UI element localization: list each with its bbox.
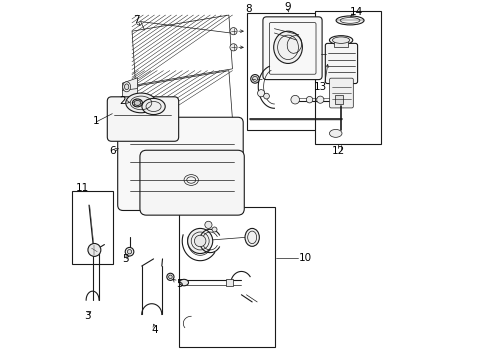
Bar [247, 13, 343, 130]
Text: 4: 4 [151, 325, 158, 335]
Text: 3: 3 [85, 311, 91, 321]
Circle shape [125, 247, 134, 256]
Text: 10: 10 [299, 253, 312, 263]
Bar [72, 191, 113, 264]
Bar [334, 39, 348, 47]
Ellipse shape [126, 93, 156, 113]
Polygon shape [132, 71, 232, 135]
Text: 6: 6 [109, 145, 116, 156]
Ellipse shape [333, 37, 350, 43]
Bar [226, 279, 233, 286]
Ellipse shape [245, 228, 259, 246]
Text: 11: 11 [76, 183, 89, 193]
FancyBboxPatch shape [118, 117, 243, 211]
Circle shape [258, 90, 265, 97]
Circle shape [306, 96, 313, 103]
Ellipse shape [124, 84, 129, 90]
Circle shape [230, 28, 237, 35]
Bar [179, 207, 275, 347]
Circle shape [317, 96, 324, 103]
Text: 12: 12 [332, 146, 345, 156]
Ellipse shape [329, 36, 353, 45]
Circle shape [230, 44, 237, 51]
Bar [335, 95, 343, 104]
Ellipse shape [274, 31, 302, 63]
Ellipse shape [132, 99, 143, 107]
Text: 5: 5 [122, 254, 129, 264]
FancyBboxPatch shape [330, 78, 353, 108]
Text: 14: 14 [349, 7, 363, 17]
Ellipse shape [188, 228, 213, 253]
Circle shape [291, 95, 299, 104]
Circle shape [167, 273, 174, 280]
Text: 2: 2 [119, 96, 125, 106]
FancyBboxPatch shape [107, 97, 179, 141]
Circle shape [251, 75, 259, 83]
Circle shape [127, 249, 132, 254]
Text: 9: 9 [285, 2, 292, 12]
Ellipse shape [179, 279, 189, 286]
Ellipse shape [336, 16, 364, 25]
Text: 8: 8 [245, 4, 252, 14]
Ellipse shape [329, 130, 342, 137]
Text: 7: 7 [133, 15, 140, 26]
FancyBboxPatch shape [325, 43, 358, 84]
Circle shape [205, 221, 212, 228]
Ellipse shape [134, 100, 141, 105]
Circle shape [88, 243, 101, 256]
Text: 13: 13 [314, 82, 327, 93]
Text: 1: 1 [93, 116, 99, 126]
Text: 5: 5 [176, 279, 183, 289]
Ellipse shape [142, 98, 165, 114]
Circle shape [264, 93, 270, 99]
Bar [315, 12, 381, 144]
Ellipse shape [122, 82, 131, 92]
FancyBboxPatch shape [140, 150, 245, 215]
Polygon shape [122, 78, 137, 108]
Ellipse shape [195, 235, 206, 247]
FancyBboxPatch shape [263, 17, 322, 80]
Circle shape [252, 76, 258, 81]
Circle shape [169, 275, 172, 279]
Circle shape [212, 227, 217, 232]
Polygon shape [132, 15, 232, 85]
